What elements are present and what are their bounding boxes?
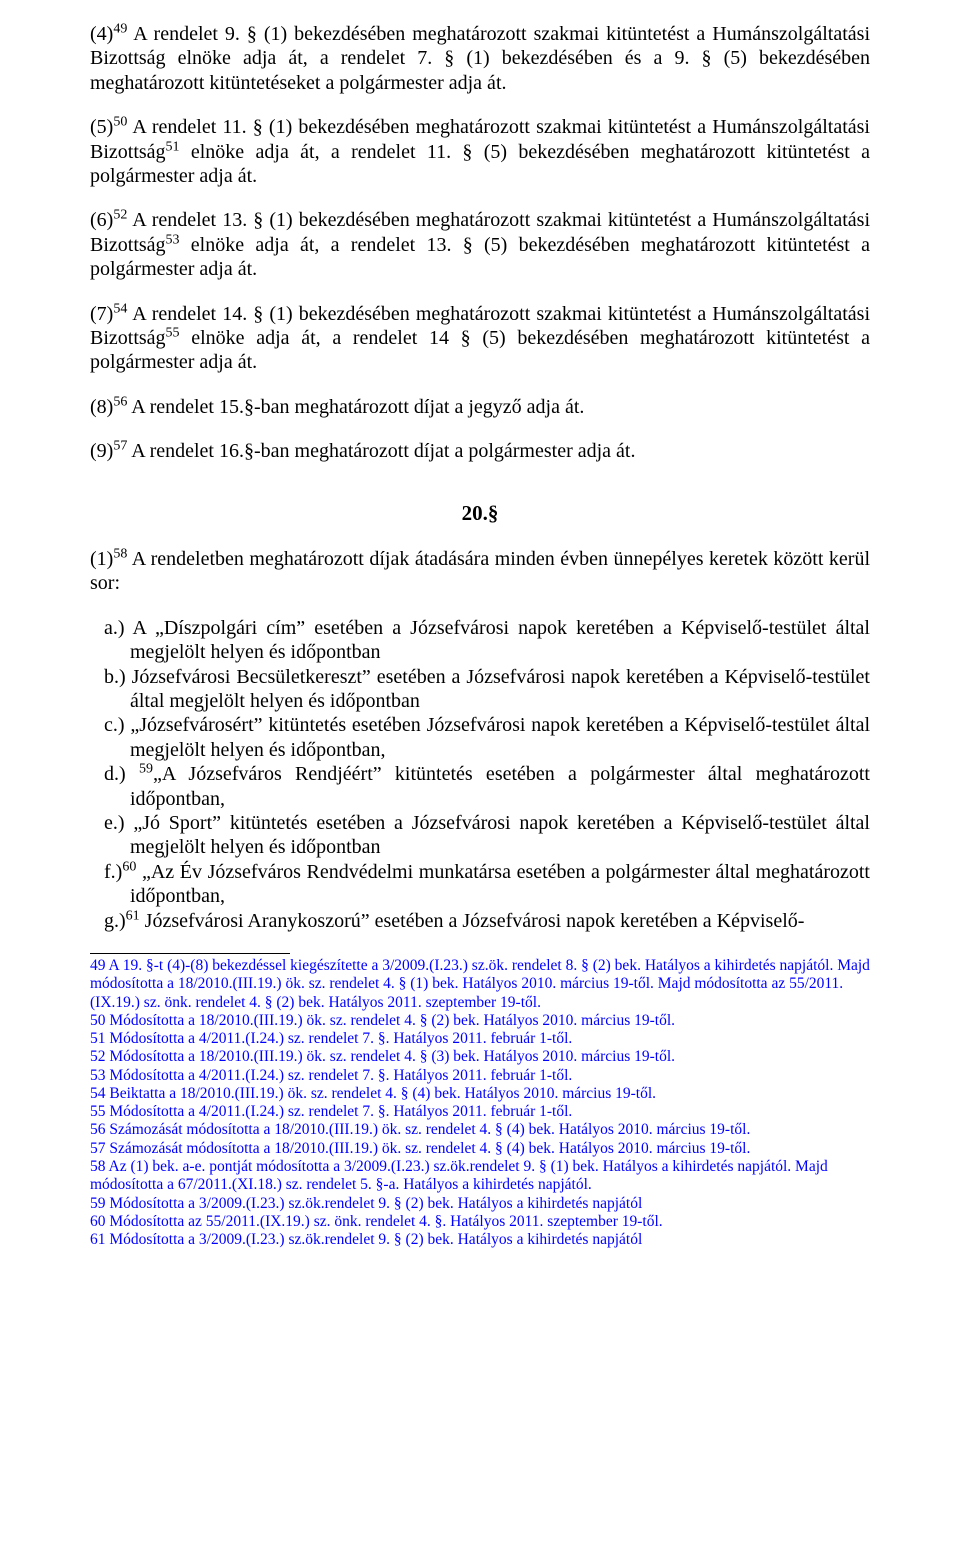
footnotes-block: 49 A 19. §-t (4)-(8) bekezdéssel kiegész… — [90, 957, 870, 1250]
list-item-g: g.)61 Józsefvárosi Aranykoszorú” esetébe… — [90, 909, 870, 933]
paragraph-9: (9)57 A rendelet 16.§-ban meghatározott … — [90, 439, 870, 463]
list-item-b: b.) Józsefvárosi Becsületkereszt” esetéb… — [90, 665, 870, 714]
paragraph-6: (6)52 A rendelet 13. § (1) bekezdésében … — [90, 208, 870, 281]
footnote-ref: 51 — [166, 139, 180, 154]
paragraph-8: (8)56 A rendelet 15.§-ban meghatározott … — [90, 395, 870, 419]
paragraph-7: (7)54 A rendelet 14. § (1) bekezdésében … — [90, 302, 870, 375]
footnote-ref: 58 — [113, 546, 127, 561]
footnote: 60 Módosította az 55/2011.(IX.19.) sz. ö… — [90, 1213, 870, 1231]
footnote: 51 Módosította a 4/2011.(I.24.) sz. rend… — [90, 1030, 870, 1048]
list-item-d: d.) 59„A Józsefváros Rendjéért” kitüntet… — [90, 762, 870, 811]
footnote: 49 A 19. §-t (4)-(8) bekezdéssel kiegész… — [90, 957, 870, 1012]
list-item-e: e.) „Jó Sport” kitüntetés esetében a Józ… — [90, 811, 870, 860]
footnote-ref: 54 — [113, 301, 127, 316]
footnote-ref: 53 — [166, 232, 180, 247]
footnote: 58 Az (1) bek. a-e. pontját módosította … — [90, 1158, 870, 1195]
section-20-heading: 20.§ — [90, 501, 870, 527]
footnote: 54 Beiktatta a 18/2010.(III.19.) ök. sz.… — [90, 1085, 870, 1103]
footnote-ref: 59 — [139, 762, 153, 777]
footnote-ref: 56 — [113, 394, 127, 409]
footnote: 56 Számozását módosította a 18/2010.(III… — [90, 1121, 870, 1139]
footnote-ref: 50 — [113, 115, 127, 130]
footnote-ref: 55 — [166, 325, 180, 340]
list-item-f: f.)60 „Az Év Józsefváros Rendvédelmi mun… — [90, 860, 870, 909]
footnote-ref: 61 — [126, 908, 140, 923]
footnote: 61 Módosította a 3/2009.(I.23.) sz.ök.re… — [90, 1231, 870, 1249]
footnote: 53 Módosította a 4/2011.(I.24.) sz. rend… — [90, 1067, 870, 1085]
footnote-ref: 52 — [113, 208, 127, 223]
paragraph-5: (5)50 A rendelet 11. § (1) bekezdésében … — [90, 115, 870, 188]
footnote-ref: 60 — [122, 859, 136, 874]
footnote: 52 Módosította a 18/2010.(III.19.) ök. s… — [90, 1048, 870, 1066]
footnote-ref: 57 — [113, 438, 127, 453]
list-container: a.) A „Díszpolgári cím” esetében a Józse… — [90, 616, 870, 933]
list-item-c: c.) „Józsefvárosért” kitüntetés esetében… — [90, 713, 870, 762]
paragraph-4: (4)49 A rendelet 9. § (1) bekezdésében m… — [90, 22, 870, 95]
footnote: 57 Számozását módosította a 18/2010.(III… — [90, 1140, 870, 1158]
section-20-intro: (1)58 A rendeletben meghatározott díjak … — [90, 547, 870, 596]
footnote: 50 Módosította a 18/2010.(III.19.) ök. s… — [90, 1012, 870, 1030]
footnote-ref: 49 — [113, 21, 127, 36]
footnote-separator — [90, 953, 290, 954]
footnote: 59 Módosította a 3/2009.(I.23.) sz.ök.re… — [90, 1195, 870, 1213]
list-item-a: a.) A „Díszpolgári cím” esetében a Józse… — [90, 616, 870, 665]
footnote: 55 Módosította a 4/2011.(I.24.) sz. rend… — [90, 1103, 870, 1121]
